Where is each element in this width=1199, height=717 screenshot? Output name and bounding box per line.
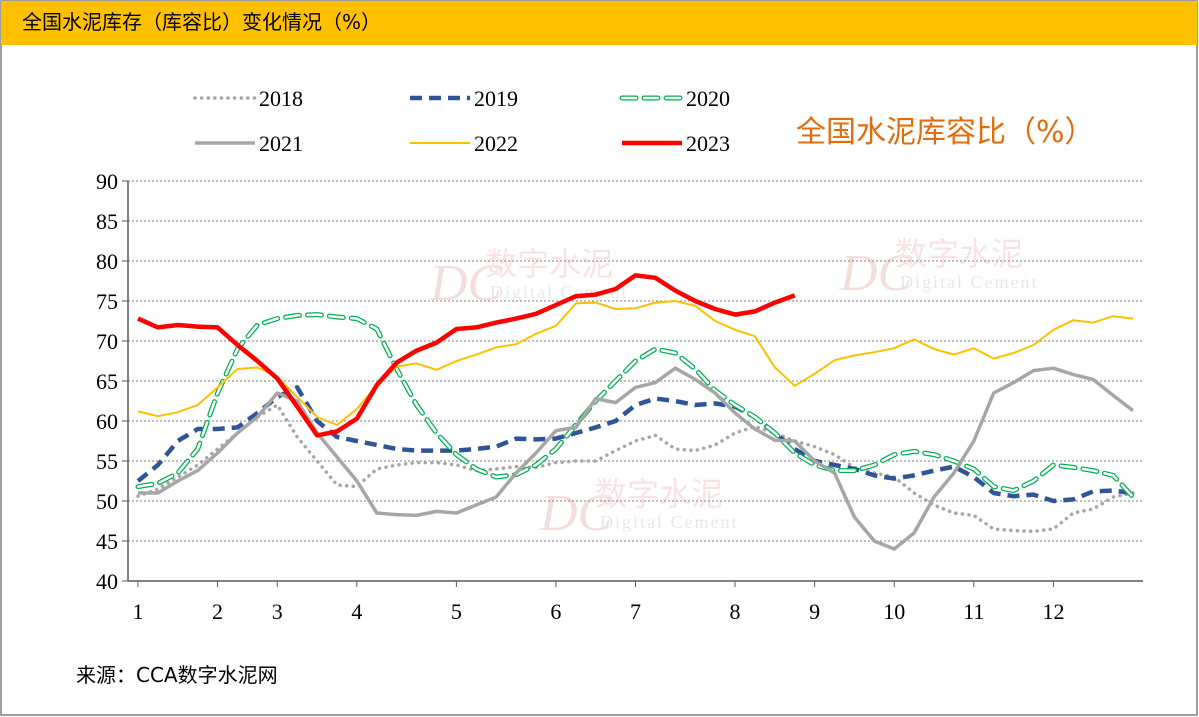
- x-tick-label: 9: [809, 599, 820, 624]
- header-bar: [1, 1, 1197, 45]
- series-line: [137, 273, 796, 438]
- watermark-logo: DC: [839, 245, 914, 302]
- series-line: [137, 300, 1134, 426]
- x-tick-label: 1: [132, 599, 143, 624]
- x-tick-label: 4: [351, 599, 362, 624]
- y-tick-label: 45: [96, 529, 118, 554]
- watermark-logo: DC: [539, 485, 614, 542]
- watermark-en: Digital Cement: [900, 272, 1038, 292]
- legend-label: 2022: [474, 131, 518, 156]
- y-tick-label: 70: [96, 329, 118, 354]
- series-line: [136, 385, 1134, 504]
- watermark-en: Digital Cement: [600, 512, 738, 532]
- x-tick-label: 6: [550, 599, 561, 624]
- x-tick-label: 10: [883, 599, 905, 624]
- series-line: [136, 313, 1135, 499]
- legend-label: 2019: [474, 86, 518, 111]
- legend-label: 2023: [686, 131, 730, 156]
- x-tick-label: 11: [963, 599, 984, 624]
- y-tick-label: 60: [96, 409, 118, 434]
- y-tick-label: 55: [96, 449, 118, 474]
- x-tick-label: 12: [1042, 599, 1064, 624]
- legend-label: 2021: [259, 131, 303, 156]
- series-line: [138, 366, 1135, 551]
- y-tick-label: 50: [96, 489, 118, 514]
- x-tick-label: 7: [630, 599, 641, 624]
- chart-title: 全国水泥库存（库容比）变化情况（%）: [22, 10, 381, 34]
- x-tick-label: 2: [212, 599, 223, 624]
- source: 来源：CCA数字水泥网: [76, 663, 278, 687]
- y-tick-label: 40: [96, 569, 118, 594]
- y-tick-label: 65: [96, 369, 118, 394]
- y-tick-label: 85: [96, 209, 118, 234]
- watermark-logo: DC: [429, 255, 504, 312]
- watermark-cn: 数字水泥: [595, 475, 723, 513]
- x-tick-label: 5: [451, 599, 462, 624]
- x-tick-label: 8: [730, 599, 741, 624]
- watermark-cn: 数字水泥: [895, 235, 1023, 273]
- legend-label: 2020: [686, 86, 730, 111]
- series-line: [136, 403, 1135, 534]
- watermark-cn: 数字水泥: [485, 245, 613, 283]
- y-tick-label: 80: [96, 249, 118, 274]
- annotation: 全国水泥库容比（%）: [796, 115, 1095, 150]
- legend-label: 2018: [259, 86, 303, 111]
- x-tick-label: 3: [272, 599, 283, 624]
- y-tick-label: 90: [96, 169, 118, 194]
- y-tick-label: 75: [96, 289, 118, 314]
